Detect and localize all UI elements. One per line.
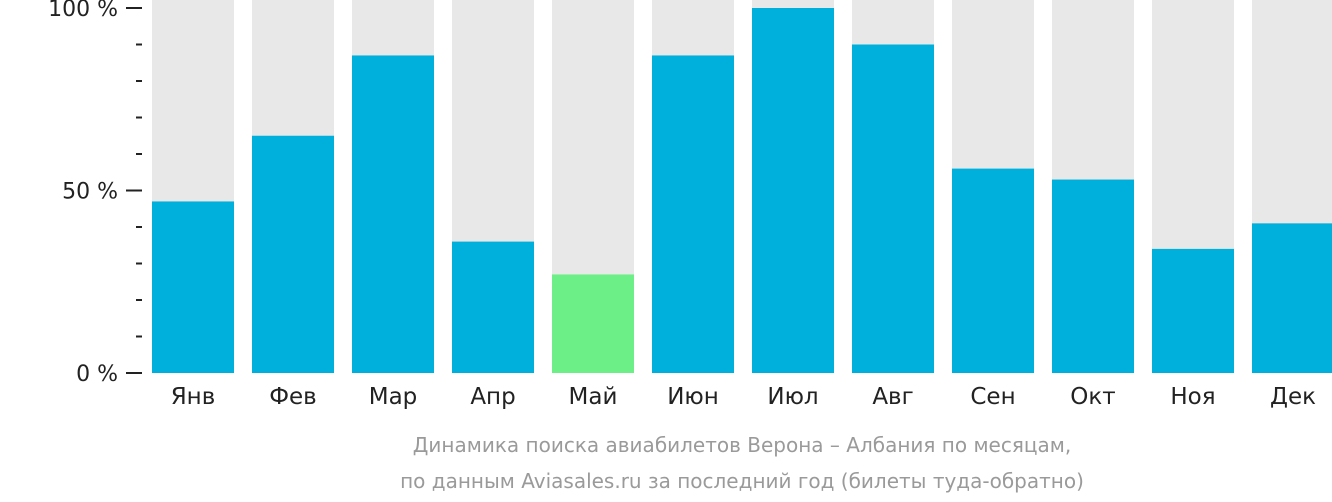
x-tick-label-1: Фев (269, 384, 317, 410)
bar-6[interactable] (752, 8, 834, 373)
x-tick-label-7: Авг (872, 384, 913, 410)
bar-1[interactable] (252, 135, 334, 373)
x-axis-labels: Янв Фев Мар Апр Май Июн Июл Авг Сен Окт Ноя Дек (171, 384, 1316, 410)
bar-3[interactable] (452, 241, 534, 373)
bar-8[interactable] (952, 168, 1034, 373)
y-tick-label-50: 50 % (62, 180, 118, 205)
x-tick-label-10: Ноя (1170, 384, 1215, 410)
x-tick-label-3: Апр (470, 384, 515, 410)
bar-0[interactable] (152, 201, 234, 373)
x-tick-label-8: Сен (970, 384, 1015, 410)
x-tick-label-6: Июл (767, 384, 818, 410)
x-tick-label-5: Июн (667, 384, 719, 410)
bar-7[interactable] (852, 44, 934, 374)
x-tick-label-2: Мар (369, 384, 418, 410)
bar-4[interactable] (552, 274, 634, 373)
x-tick-label-9: Окт (1070, 384, 1115, 410)
chart-caption-line-2: по данным Aviasales.ru за последний год … (400, 469, 1084, 493)
bar-11[interactable] (1252, 223, 1332, 373)
y-axis: 0 % 50 % 100 % (48, 0, 142, 387)
bars-layer (152, 0, 1332, 373)
y-tick-label-0: 0 % (76, 362, 118, 387)
bar-2[interactable] (352, 55, 434, 373)
y-tick-label-100: 100 % (48, 0, 118, 22)
bar-5[interactable] (652, 55, 734, 373)
chart-caption-line-1: Динамика поиска авиабилетов Верона – Алб… (413, 433, 1071, 457)
bar-10[interactable] (1152, 248, 1234, 373)
x-tick-label-4: Май (569, 384, 618, 410)
x-tick-label-11: Дек (1270, 384, 1316, 410)
bar-9[interactable] (1052, 179, 1134, 373)
x-tick-label-0: Янв (171, 384, 216, 410)
